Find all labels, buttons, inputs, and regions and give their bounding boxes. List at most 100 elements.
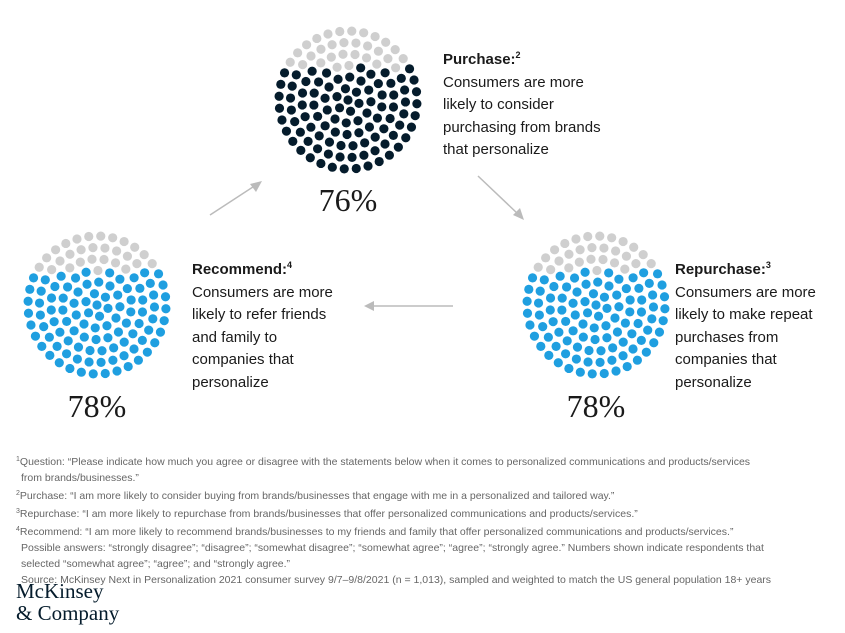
dot [658,316,668,326]
percent-label: 78% [67,388,127,424]
dot [108,233,118,243]
dot [286,105,296,115]
dot [614,274,624,284]
dot [322,105,332,115]
dot [312,33,322,44]
dot [534,310,544,320]
dot [296,145,306,155]
dot [381,37,391,47]
panel-title: Purchase:2 [443,44,623,72]
dot [61,349,72,359]
dot [119,351,129,361]
dot [121,264,131,274]
dot [321,68,332,78]
dot [61,238,71,249]
dot [627,329,637,339]
dot [354,128,364,138]
dot [94,311,105,321]
dot [89,289,100,299]
dot [138,295,148,305]
dot [604,281,614,291]
dot [55,327,65,337]
dot [281,126,292,136]
dot [343,95,353,105]
dot [54,358,64,368]
dot [35,310,45,320]
dot [353,116,363,126]
dot [385,113,395,124]
title-text: Purchase: [443,51,516,68]
dot [150,338,160,348]
dot [529,331,540,341]
dot [26,320,36,330]
dot [524,284,534,294]
dot [568,326,578,336]
dot [287,81,297,91]
footnotes: 1Question: “Please indicate how much you… [16,452,771,588]
dot [119,236,129,247]
dot [560,349,571,359]
dot [341,118,351,128]
dot [598,254,608,265]
dot [384,150,394,160]
dot [625,295,635,305]
dot [625,307,635,317]
desc-line: companies that [675,351,777,368]
dot [570,310,580,320]
title-text: Recommend: [192,261,288,278]
dot [580,267,590,277]
dot [590,334,600,345]
dot [527,273,538,283]
dot [302,40,312,50]
desc-line: Consumers are more [675,283,816,301]
dot [301,76,311,87]
dot [313,111,323,122]
dot [602,333,612,343]
dot [583,357,593,367]
dot [50,281,60,292]
dot [65,249,75,259]
dot [155,327,166,337]
note-mark: 2 [515,50,521,60]
dot [144,325,154,335]
dot [97,346,107,356]
dot [550,245,560,255]
dot [610,313,620,323]
dot [128,329,138,339]
dot [108,355,118,365]
dot [364,85,374,95]
dot [652,269,663,279]
text-block: Purchase:2 Consumers are more likely to co… [443,44,623,162]
dot [545,305,555,315]
dot [657,280,667,290]
dot [274,91,284,101]
dot [90,323,100,333]
dot [291,70,301,80]
dot [634,283,644,293]
footnote-text: Recommend: “I am more likely to recommen… [19,526,734,538]
dot [373,78,383,89]
dot [611,366,621,376]
desc-line: companies that [192,351,294,368]
dot [649,338,659,348]
dot [297,100,307,110]
dot [374,156,384,167]
dot [149,302,160,312]
dot [42,253,52,263]
dot [320,121,330,131]
footnote-mark: 2 [16,490,20,497]
desc-line: and family to [192,328,278,346]
dot [103,303,113,313]
footnote-text: Source: McKinsey Next in Personalization… [21,574,772,586]
dot [621,283,631,294]
dot [356,63,366,73]
dot [297,88,308,98]
dot [370,132,380,142]
dot [91,334,101,345]
dot [373,46,384,56]
dot [554,327,564,337]
desc-line: that personalize [443,141,549,158]
dot [379,124,389,134]
dot [543,332,553,342]
footnote: 3Repurchase: “I am more likely to repurc… [16,504,771,522]
